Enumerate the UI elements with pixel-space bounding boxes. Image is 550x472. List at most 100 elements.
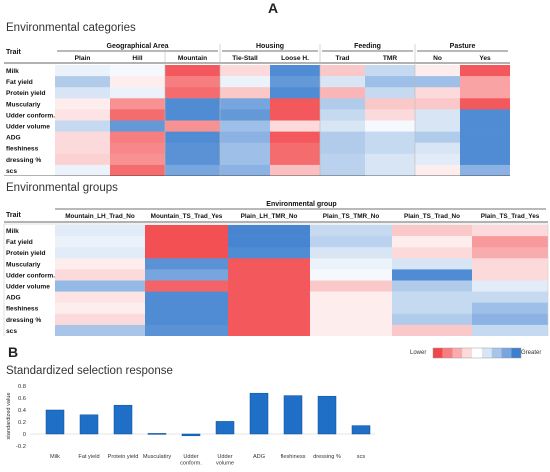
heat-cell (220, 109, 270, 121)
trait-label: Fat yield (6, 239, 33, 246)
heat-cell (365, 76, 415, 88)
heat-cell (392, 269, 472, 281)
heat-frame (3, 223, 549, 336)
x-tick-label: ADG (253, 454, 265, 460)
heat-cell (472, 225, 548, 237)
heat-cell (55, 98, 110, 110)
heat-cell (228, 258, 310, 270)
heat-cell (220, 98, 270, 110)
heat-cell (460, 65, 510, 77)
heat-cell (415, 164, 460, 176)
heat-cell (392, 291, 472, 303)
y-tick-label: 0 (23, 432, 26, 438)
trait-label: Fat yield (6, 79, 33, 86)
heat-cell (415, 87, 460, 99)
heat-cell (165, 153, 220, 166)
trait-header: Trait (6, 212, 21, 219)
trait-label: dressing % (6, 317, 41, 324)
heat-cell (415, 65, 460, 77)
trait-label: Milk (6, 68, 19, 75)
heat-cell (110, 164, 165, 176)
heat-cell (392, 258, 472, 270)
bar (147, 433, 167, 435)
heat-cell (415, 120, 460, 132)
heat-cell (365, 65, 415, 77)
heat-cell (310, 291, 392, 303)
heat-cell (55, 65, 110, 77)
heat-cell (270, 98, 320, 110)
heat-cell (220, 142, 270, 155)
x-tick-label: Milk (50, 454, 60, 460)
heat-cell (270, 164, 320, 176)
heatmap-categories: Geographical Area Plain Hill Mountain Housin… (4, 43, 510, 176)
trait-label: Udder conform. (6, 112, 55, 119)
heat-cell (110, 76, 165, 88)
heat-cell (320, 164, 365, 176)
heat-cell (55, 225, 145, 237)
heat-cell (392, 302, 472, 315)
heat-cell (228, 269, 310, 281)
heat-cell (460, 164, 510, 176)
heat-cell (320, 87, 365, 99)
trait-label: Protein yield (6, 90, 46, 97)
heat-cell (165, 109, 220, 121)
heat-cell (165, 164, 220, 176)
heat-cell (145, 313, 228, 326)
heat-cell (460, 109, 510, 121)
heat-cell (365, 98, 415, 110)
legend-swatch (511, 348, 521, 358)
heat-cell (145, 324, 228, 336)
group-label: Geographical Area (107, 43, 169, 50)
heat-cell (55, 153, 110, 166)
heat-cell (220, 131, 270, 143)
heat-cell (392, 280, 472, 292)
heat-cell (55, 247, 145, 259)
column-label: Tie-Stall (232, 55, 258, 62)
heat-cell (310, 247, 392, 259)
heat-cell (165, 76, 220, 88)
heat-cell (392, 236, 472, 248)
heat-cell (55, 109, 110, 121)
heat-cell (55, 236, 145, 248)
heat-cell (55, 302, 145, 315)
column-label: Plain_TS_TMR_No (323, 213, 380, 220)
heat-cell (220, 153, 270, 166)
bar (113, 404, 133, 435)
trait-label: ADG (6, 135, 21, 142)
bar (79, 414, 99, 435)
column-label: Plain_TS_Trad_Yes (481, 213, 540, 220)
legend-swatch (462, 348, 473, 358)
heatmap-groups: Environmental group Mountain_LH_Trad_No Mo… (3, 201, 549, 336)
trait-label: Udder volume (6, 124, 50, 131)
y-tick-label: 0.2 (18, 420, 26, 426)
heat-cell (165, 87, 220, 99)
column-label: Plain_LH_TMR_No (241, 213, 298, 220)
heat-cell (365, 131, 415, 143)
heat-cell (460, 98, 510, 110)
heat-cell (55, 120, 110, 132)
heat-cell (110, 120, 165, 132)
heat-cell (415, 142, 460, 155)
heat-cell (110, 142, 165, 155)
heat-cell (165, 131, 220, 143)
heat-cell (365, 142, 415, 155)
trait-label: Musculariy (6, 101, 41, 108)
heat-cell (55, 291, 145, 303)
heat-cell (460, 142, 510, 155)
heat-cell (320, 153, 365, 166)
heat-cell (320, 131, 365, 143)
heat-cell (55, 76, 110, 88)
heat-cell (472, 269, 548, 281)
heat-cell (392, 313, 472, 326)
column-label: TMR (383, 55, 398, 62)
legend-high-label: Greater (521, 350, 542, 356)
trait-label: Milk (6, 228, 19, 235)
legend-swatch (501, 348, 512, 358)
legend-low-label: Lower (410, 350, 427, 356)
heat-cell (220, 120, 270, 132)
column-label: Plain_TS_Trad_No (404, 213, 460, 220)
heat-cell (320, 76, 365, 88)
heat-cell (460, 153, 510, 166)
column-label: Loose H. (281, 55, 309, 62)
heat-cell (145, 291, 228, 303)
